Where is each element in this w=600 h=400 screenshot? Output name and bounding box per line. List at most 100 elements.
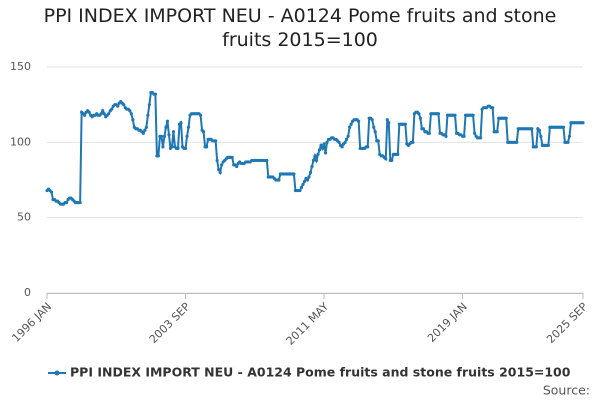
y-tick-label: 100 xyxy=(10,135,31,148)
point xyxy=(370,118,374,122)
point xyxy=(539,134,543,138)
point xyxy=(87,110,91,114)
point xyxy=(385,118,389,122)
x-tick-label: 1996 JAN xyxy=(9,300,54,345)
point xyxy=(186,125,191,129)
point xyxy=(99,112,103,116)
point xyxy=(390,158,394,163)
x-tick-label: 2003 SEP xyxy=(147,300,193,346)
point xyxy=(311,158,316,163)
point xyxy=(313,154,317,158)
point xyxy=(314,158,319,163)
point xyxy=(230,155,234,159)
point xyxy=(384,157,388,161)
point xyxy=(421,127,426,131)
point xyxy=(183,146,188,150)
point xyxy=(165,119,170,123)
point xyxy=(567,134,572,138)
point xyxy=(298,188,302,193)
point xyxy=(214,139,218,143)
point xyxy=(418,116,422,120)
point xyxy=(561,125,566,129)
point xyxy=(307,175,311,179)
point xyxy=(179,121,183,125)
point xyxy=(462,134,466,138)
point xyxy=(319,143,323,147)
point xyxy=(143,128,147,132)
point xyxy=(218,170,222,175)
point xyxy=(292,172,296,176)
point xyxy=(185,134,189,138)
point xyxy=(176,146,180,150)
point xyxy=(204,145,209,149)
point xyxy=(345,137,349,141)
point xyxy=(546,143,550,147)
y-tick-label: 50 xyxy=(17,211,31,224)
legend-label: PPI INDEX IMPORT NEU - A0124 Pome fruits… xyxy=(70,365,571,380)
point xyxy=(64,201,69,205)
point xyxy=(495,130,499,134)
point xyxy=(146,113,150,117)
point xyxy=(530,127,534,131)
point xyxy=(170,145,174,149)
point xyxy=(310,164,314,169)
point xyxy=(198,113,203,117)
x-tick-label: 2019 JAN xyxy=(425,300,470,345)
point xyxy=(299,185,304,190)
point xyxy=(265,158,269,163)
point xyxy=(122,103,126,107)
point xyxy=(444,134,448,138)
point xyxy=(167,133,171,137)
point xyxy=(235,164,239,169)
point xyxy=(144,125,148,129)
point xyxy=(427,131,432,135)
point xyxy=(581,121,585,125)
point xyxy=(566,140,570,144)
point xyxy=(116,104,120,108)
point xyxy=(387,121,391,125)
point xyxy=(102,112,106,116)
source: Source: xyxy=(543,383,590,398)
point xyxy=(373,130,377,134)
legend-marker xyxy=(54,370,60,376)
point xyxy=(515,140,519,144)
point xyxy=(131,118,135,122)
point xyxy=(340,145,344,149)
point xyxy=(301,182,305,187)
point xyxy=(471,113,475,117)
point xyxy=(49,190,54,194)
point xyxy=(403,122,407,126)
y-tick-label: 150 xyxy=(10,60,31,73)
point xyxy=(302,179,307,184)
point xyxy=(308,170,313,175)
point xyxy=(305,178,310,182)
point xyxy=(162,134,167,138)
point xyxy=(436,112,441,116)
point xyxy=(201,130,206,134)
point xyxy=(161,145,165,149)
point xyxy=(164,125,168,129)
point xyxy=(346,134,350,138)
point xyxy=(320,146,325,150)
point xyxy=(322,142,326,146)
point xyxy=(277,178,281,182)
point xyxy=(141,131,145,135)
point xyxy=(156,154,161,158)
point xyxy=(107,112,111,116)
point xyxy=(153,92,158,96)
point xyxy=(171,130,176,134)
point xyxy=(376,139,380,143)
point xyxy=(101,109,105,113)
point xyxy=(357,119,361,123)
x-tick-label: 2025 SEP xyxy=(544,300,590,346)
point xyxy=(147,103,151,107)
point xyxy=(479,136,483,140)
x-tick-label: 2011 MAY xyxy=(284,300,332,348)
point xyxy=(78,201,82,205)
point xyxy=(372,125,376,129)
point xyxy=(396,152,400,156)
y-tick-label: 0 xyxy=(24,286,31,299)
point xyxy=(411,140,415,144)
